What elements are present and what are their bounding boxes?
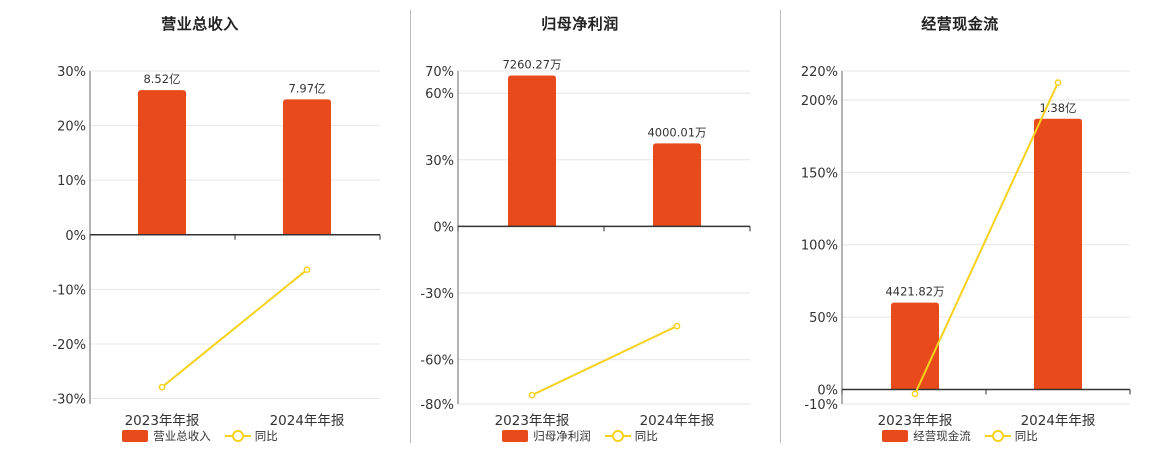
bar-data-label: 4421.82万 — [885, 285, 944, 299]
panel-divider — [780, 10, 781, 443]
chart-title: 营业总收入 — [161, 15, 239, 33]
y-tick-label: 30% — [425, 154, 454, 169]
chart-net-profit: 70% 60% 30% 0% -30% -60% -80% 7260.27万 4000.01万 2… — [420, 57, 751, 429]
y-tick-label: 100% — [801, 239, 838, 254]
y-tick-label: 70% — [425, 65, 454, 80]
y-tick-label: -80% — [420, 398, 454, 413]
bar — [138, 90, 186, 235]
y-tick-label: -30% — [52, 393, 86, 408]
y-tick-label: 200% — [801, 94, 838, 109]
y-tick-label: 0% — [433, 220, 454, 235]
legend-line-swatch — [224, 430, 251, 442]
y-tick-label: 50% — [809, 311, 838, 326]
x-category-label: 2024年年报 — [640, 413, 715, 429]
x-category-label: 2023年年报 — [125, 413, 200, 429]
chart-legend: 归母净利润 同比 — [370, 427, 790, 445]
chart-legend: 营业总收入 同比 — [0, 427, 400, 445]
y-tick-label: -60% — [420, 354, 454, 369]
bar — [508, 75, 556, 227]
panel-divider — [410, 10, 411, 443]
y-tick-label: -30% — [420, 287, 454, 302]
yoy-point — [673, 322, 681, 330]
bar — [653, 143, 701, 227]
bar — [891, 302, 939, 390]
y-tick-label: 150% — [801, 166, 838, 181]
x-category-label: 2024年年报 — [270, 413, 345, 429]
chart-panel-cash-flow: 经营现金流 220% 200% 150% 100% 50% 0% -10% 4421.82万 1… — [760, 0, 1160, 450]
bar — [283, 99, 331, 235]
x-category-label: 2023年年报 — [495, 413, 570, 429]
legend-line-swatch — [984, 430, 1011, 442]
bar-data-label: 7.97亿 — [288, 81, 325, 95]
y-tick-label: 10% — [57, 174, 86, 189]
yoy-point — [1054, 79, 1062, 86]
yoy-line — [531, 325, 678, 397]
y-tick-label: 20% — [57, 120, 86, 135]
legend-bar-label: 经营现金流 — [913, 429, 971, 443]
x-category-label: 2024年年报 — [1021, 413, 1096, 429]
y-tick-label: -10% — [52, 283, 86, 298]
legend-line-swatch — [604, 430, 631, 442]
chart-title: 经营现金流 — [921, 15, 999, 33]
y-tick-label: 0% — [817, 384, 838, 399]
legend-bar-label: 营业总收入 — [153, 429, 211, 443]
legend-line-label: 同比 — [634, 429, 658, 443]
bar-data-label: 4000.01万 — [647, 125, 706, 139]
y-tick-label: -10% — [804, 398, 838, 413]
bar-data-label: 7260.27万 — [502, 57, 561, 71]
chart-panel-revenue: 营业总收入 30% 20% 10% 0% -10% -20% -30% 8.52亿 7.97亿 2… — [0, 0, 400, 450]
bar — [1034, 118, 1082, 390]
legend-line-label: 同比 — [1014, 429, 1038, 443]
y-tick-label: 0% — [65, 229, 86, 244]
legend-bar-label: 归母净利润 — [533, 429, 591, 443]
yoy-point — [158, 383, 166, 391]
chart-title: 归母净利润 — [541, 15, 619, 33]
chart-cash-flow: 220%200%150%100%50%0%-10%4421.82万1.38亿20… — [801, 65, 1131, 429]
chart-panel-net-profit: 归母净利润 70% 60% 30% 0% -30% -60% -80% 7260.27万 400… — [370, 0, 790, 450]
legend-line-label: 同比 — [254, 429, 278, 443]
bar-data-label: 8.52亿 — [143, 72, 180, 86]
yoy-line — [161, 268, 308, 388]
y-tick-label: 30% — [57, 65, 86, 80]
yoy-point — [528, 391, 536, 399]
y-tick-label: -20% — [52, 338, 86, 353]
y-tick-label: 220% — [801, 65, 838, 80]
legend-bar-swatch — [122, 430, 149, 442]
chart-legend: 经营现金流 同比 — [760, 427, 1160, 445]
chart-revenue: 30% 20% 10% 0% -10% -20% -30% 8.52亿 7.97亿 2023年年报… — [52, 65, 381, 429]
yoy-line — [914, 82, 1059, 395]
legend-bar-swatch — [882, 430, 909, 442]
y-tick-label: 60% — [425, 87, 454, 102]
legend-bar-swatch — [502, 430, 529, 442]
x-category-label: 2023年年报 — [878, 413, 953, 429]
yoy-point — [303, 266, 311, 274]
yoy-point — [911, 390, 919, 398]
